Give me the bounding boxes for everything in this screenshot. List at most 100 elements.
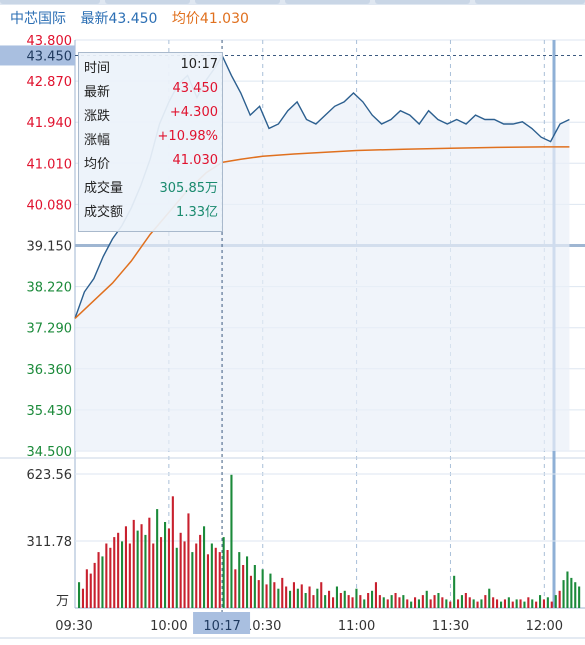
- tooltip-row: 涨幅 +10.98%: [84, 129, 218, 149]
- tooltip-value: 41.030: [172, 153, 219, 168]
- tooltip-value: 43.450: [172, 81, 219, 96]
- volume-bar: [140, 524, 143, 608]
- tooltip-row: 最新 43.450: [84, 81, 218, 101]
- volume-bar: [527, 597, 530, 608]
- volume-bar: [195, 543, 198, 608]
- tab-6[interactable]: [475, 0, 585, 4]
- volume-bar: [121, 541, 124, 608]
- volume-bar: [160, 537, 163, 608]
- volume-bar: [187, 513, 190, 608]
- volume-bar: [214, 547, 217, 608]
- volume-bar: [531, 599, 534, 608]
- volume-bar: [417, 599, 420, 608]
- volume-bar: [81, 588, 84, 608]
- volume-bar: [433, 595, 436, 608]
- volume-bar: [363, 599, 366, 608]
- volume-bar: [191, 552, 194, 608]
- volume-bar: [574, 582, 577, 608]
- volume-bar: [566, 571, 569, 608]
- volume-bar: [484, 595, 487, 608]
- tab-3[interactable]: [195, 0, 280, 4]
- volume-bar: [441, 597, 444, 608]
- crosshair-price-label: 43.450: [27, 49, 73, 64]
- avg-value: 41.030: [199, 11, 249, 27]
- volume-bar: [234, 569, 237, 608]
- volume-bar: [113, 537, 116, 608]
- volume-bar: [496, 599, 499, 608]
- volume-bar: [339, 593, 342, 608]
- tab-4[interactable]: [285, 0, 370, 4]
- volume-bar: [308, 586, 311, 608]
- volume-bar: [355, 588, 358, 608]
- volume-bar: [437, 593, 440, 608]
- tab-5[interactable]: [375, 0, 470, 4]
- volume-bar: [535, 601, 538, 608]
- volume-bar: [289, 590, 292, 608]
- tooltip-label: 均价: [84, 157, 111, 172]
- volume-bar: [148, 517, 151, 608]
- volume-bar: [464, 593, 467, 608]
- volume-bar: [570, 577, 573, 608]
- volume-bar: [164, 522, 167, 608]
- volume-bar: [371, 590, 374, 608]
- volume-bar: [265, 584, 268, 608]
- volume-bar: [492, 597, 495, 608]
- volume-bar: [425, 590, 428, 608]
- volume-bar: [503, 599, 506, 608]
- volume-bar: [554, 595, 557, 608]
- time-tick-label: 10:30: [244, 619, 281, 634]
- tooltip-label: 时间: [84, 61, 111, 76]
- volume-bar: [128, 543, 131, 608]
- volume-bar: [332, 597, 335, 608]
- volume-bar: [335, 586, 338, 608]
- volume-bar: [273, 582, 276, 608]
- volume-bar: [199, 534, 202, 608]
- volume-bar: [218, 552, 221, 608]
- tab-1[interactable]: [0, 0, 100, 4]
- tooltip-label: 涨幅: [84, 133, 111, 148]
- volume-bar: [285, 586, 288, 608]
- volume-bar: [453, 575, 456, 608]
- volume-bar: [359, 595, 362, 608]
- volume-bar: [578, 586, 581, 608]
- volume-bar: [406, 599, 409, 608]
- price-tick-label: 42.870: [27, 75, 73, 90]
- crosshair-time-label: 10:17: [203, 619, 240, 634]
- crosshair-tooltip: 时间 10:17 最新 43.450 涨跌 +4.300 涨幅 +10.98% 均价 41.030…: [78, 52, 223, 232]
- tooltip-value: 1.33亿: [176, 205, 218, 220]
- volume-bar: [429, 599, 432, 608]
- volume-bar: [269, 573, 272, 608]
- volume-bar: [472, 599, 475, 608]
- volume-bar: [343, 590, 346, 608]
- volume-bar: [171, 496, 174, 608]
- volume-bar: [480, 599, 483, 608]
- volume-bar: [117, 532, 120, 608]
- volume-bar: [249, 575, 252, 608]
- average-price-line[interactable]: [74, 146, 570, 319]
- avg-label: 均价: [171, 11, 200, 27]
- latest-price: 最新43.450: [80, 11, 157, 27]
- volume-bar: [347, 595, 350, 608]
- volume-bar: [85, 569, 88, 608]
- volume-bar: [152, 543, 155, 608]
- volume-bar: [156, 509, 159, 608]
- volume-bar: [351, 597, 354, 608]
- volume-bar: [390, 595, 393, 608]
- volume-bar: [292, 582, 295, 608]
- volume-bar: [89, 573, 92, 608]
- tooltip-value: 10:17: [180, 57, 218, 72]
- volume-tick-label: 623.56: [27, 468, 73, 483]
- tab-2[interactable]: [105, 0, 190, 4]
- volume-bar: [93, 562, 96, 608]
- price-tick-label: 41.940: [27, 116, 73, 131]
- volume-bar: [277, 588, 280, 608]
- price-tick-label: 34.500: [27, 445, 73, 460]
- latest-value: 43.450: [108, 11, 158, 27]
- price-tick-label: 40.080: [27, 198, 73, 213]
- top-tab-strip: [0, 0, 585, 5]
- volume-bar: [105, 543, 108, 608]
- latest-label: 最新: [80, 11, 109, 27]
- volume-bar: [101, 556, 104, 608]
- volume-bar: [460, 595, 463, 608]
- volume-bar: [183, 541, 186, 608]
